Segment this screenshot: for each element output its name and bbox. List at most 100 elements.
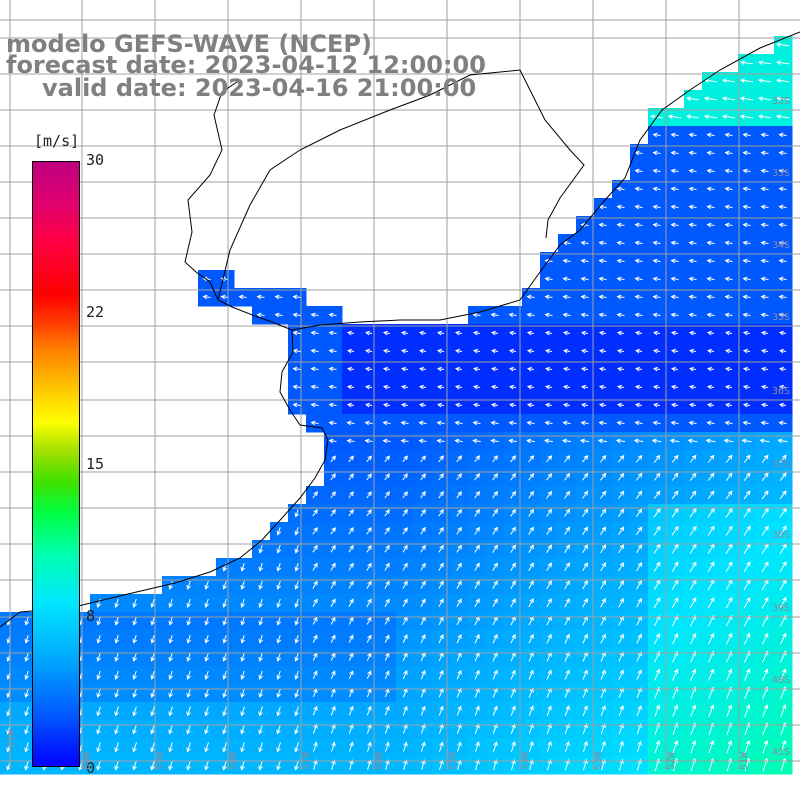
wind-arrow [544,438,553,444]
wind-arrow [330,580,336,589]
wind-arrow [294,760,299,771]
wind-arrow [420,634,426,644]
wind-arrow [670,150,679,156]
wind-arrow [689,525,697,536]
wind-arrow [600,651,606,662]
wind-arrow [348,562,354,571]
wind-arrow [546,669,552,680]
wind-arrow [667,114,682,119]
wind-arrow [292,384,301,390]
wind-arrow [582,597,588,608]
wind-arrow [328,384,337,390]
wind-arrow [546,508,552,517]
wind-arrow [724,150,733,156]
wind-arrow [438,491,444,499]
wind-arrow [222,652,227,662]
wind-arrow [760,240,769,246]
wind-arrow [114,598,119,609]
wind-arrow [186,760,191,771]
wind-arrow [724,420,733,426]
wind-arrow [670,420,679,426]
wind-arrow [600,633,606,644]
wind-arrow [294,563,300,572]
wind-arrow [382,438,391,444]
wind-arrow [168,580,173,590]
wind-arrow [492,741,498,752]
wind-arrow [328,348,337,354]
wind-arrow [204,652,209,662]
wind-arrow [672,632,679,645]
wind-arrow [582,758,588,771]
wind-arrow [310,348,319,354]
wind-arrow [292,330,301,336]
wind-arrow [616,348,625,354]
wind-arrow [403,759,408,770]
wind-arrow [274,312,283,318]
wind-arrow [528,508,534,517]
wind-arrow [742,222,751,228]
wind-arrow [258,688,263,698]
wind-arrow [472,420,481,426]
wind-arrow [761,561,769,573]
wind-arrow [618,651,624,662]
wind-arrow [616,384,625,390]
wind-arrow [760,132,769,138]
wind-arrow [760,420,769,426]
wind-arrow [582,508,589,517]
wind-arrow [474,598,480,608]
wind-arrow [96,706,101,717]
wind-arrow [510,562,516,571]
wind-arrow [420,705,426,716]
wind-arrow [490,330,499,336]
wind-arrow [600,454,607,463]
wind-arrow [528,455,535,463]
wind-arrow [652,348,661,354]
wind-arrow [636,705,642,717]
wind-arrow [775,60,790,65]
wind-arrow [582,705,588,717]
wind-arrow [132,652,137,662]
wind-arrow [707,472,715,481]
wind-arrow [384,670,390,680]
wind-arrow [760,150,769,156]
wind-arrow [402,473,408,481]
wind-arrow [492,490,499,499]
wind-arrow [546,580,552,590]
wind-arrow [240,652,245,662]
wind-arrow [150,617,156,626]
wind-arrow [742,186,751,192]
wind-arrow [743,597,751,609]
wind-arrow [562,330,571,336]
wind-arrow [760,258,769,264]
wind-arrow [760,384,769,390]
wind-arrow [670,168,679,174]
wind-arrow [186,706,191,717]
wind-arrow [400,420,409,426]
wind-arrow [671,597,679,609]
wind-arrow [544,384,553,390]
wind-arrow [689,561,697,572]
wind-arrow [743,561,751,573]
wind-arrow [760,204,769,210]
wind-arrow [456,473,462,481]
wind-arrow [418,420,427,426]
wind-arrow [652,132,661,138]
wind-arrow [528,544,534,553]
wind-arrow [310,330,319,336]
wind-arrow [114,652,119,662]
wind-arrow [367,759,372,770]
wind-arrow [511,758,516,771]
wind-arrow [564,544,570,554]
wind-arrow [222,760,227,771]
wind-arrow [510,455,517,463]
lon-label-57w: 57W [301,751,312,770]
wind-arrow [114,742,119,753]
wind-arrow [546,741,552,753]
wind-arrow [672,668,679,681]
wind-arrow [598,240,607,246]
wind-arrow [616,204,625,210]
wind-arrow [150,688,155,698]
wind-arrow [258,670,263,681]
wind-arrow [24,760,29,771]
wind-arrow [724,330,733,336]
